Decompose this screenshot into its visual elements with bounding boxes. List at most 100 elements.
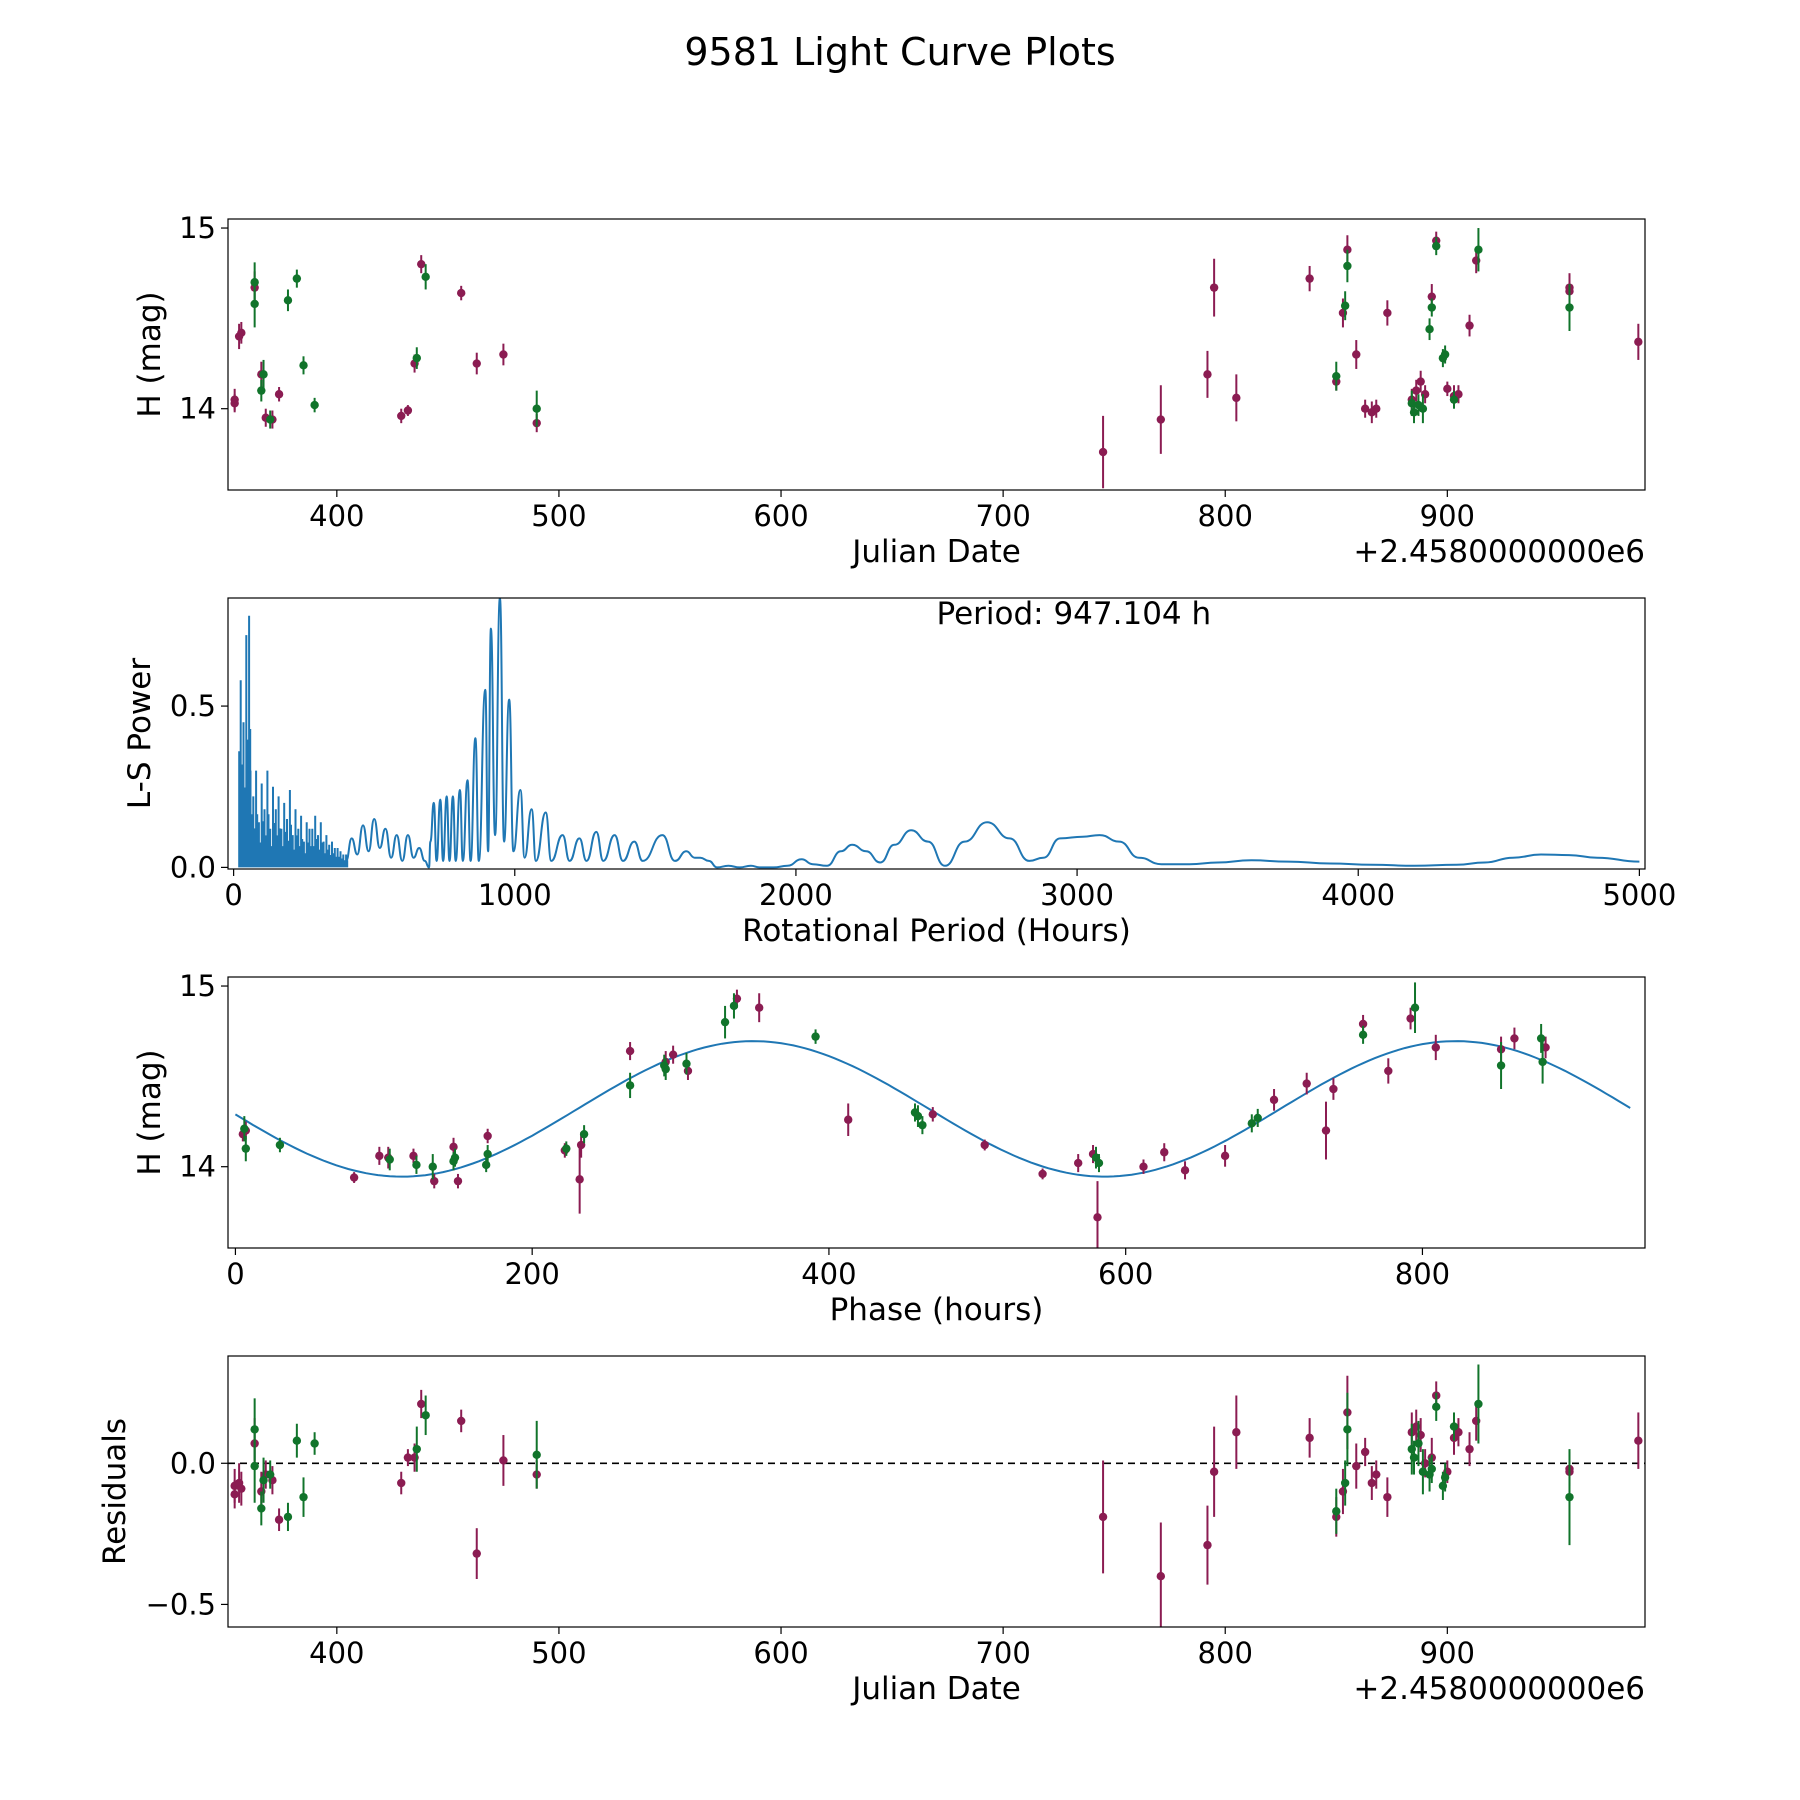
- data-marker: [1220, 1151, 1230, 1161]
- data-point: [1454, 1418, 1463, 1447]
- data-point: [397, 1471, 406, 1495]
- data-marker: [1302, 1079, 1311, 1088]
- data-marker: [1431, 1043, 1440, 1052]
- periodogram-plot-area: [238, 598, 1640, 869]
- data-marker: [1406, 1014, 1415, 1023]
- data-point: [257, 1491, 266, 1526]
- data-point: [1427, 1454, 1436, 1484]
- data-marker: [918, 1120, 927, 1130]
- x-tick-label: 700: [975, 499, 1030, 533]
- data-marker: [1203, 1540, 1212, 1550]
- y-tick-label: −0.5: [146, 1587, 216, 1621]
- data-point: [237, 321, 246, 344]
- data-marker: [265, 1470, 275, 1479]
- x-tick-label: 600: [753, 499, 808, 533]
- data-marker: [403, 406, 413, 415]
- data-point: [1449, 1412, 1459, 1441]
- data-marker: [412, 353, 421, 363]
- data-marker: [1440, 350, 1450, 359]
- data-marker: [1232, 1428, 1241, 1437]
- data-point: [1093, 1181, 1102, 1248]
- data-point: [575, 1145, 584, 1214]
- data-point: [1384, 1058, 1393, 1084]
- periodogram-axes-frame: [227, 597, 1646, 870]
- data-marker: [625, 1081, 635, 1090]
- data-point: [844, 1103, 853, 1136]
- x-tick-label: 800: [1198, 499, 1253, 533]
- data-marker: [682, 1059, 691, 1068]
- data-point: [928, 1107, 937, 1122]
- data-marker: [472, 1549, 481, 1558]
- data-marker: [1409, 1453, 1419, 1462]
- data-point: [274, 387, 284, 402]
- data-point: [1329, 1078, 1338, 1100]
- data-point: [1565, 284, 1574, 332]
- data-point: [1634, 323, 1643, 360]
- data-marker: [1536, 1034, 1546, 1043]
- data-marker: [1384, 1066, 1393, 1076]
- data-point: [1372, 1460, 1381, 1489]
- data-point: [1496, 1042, 1506, 1090]
- data-point: [310, 397, 319, 413]
- x-tick-label: 800: [1395, 1257, 1450, 1291]
- data-marker: [1440, 1473, 1450, 1482]
- data-point: [720, 1005, 730, 1039]
- x-tick-label: 3000: [1040, 878, 1114, 912]
- y-axis-label: H (mag): [132, 1049, 168, 1175]
- data-point: [1343, 1392, 1352, 1467]
- x-axis-label: Julian Date: [850, 534, 1021, 570]
- data-marker: [259, 1476, 268, 1485]
- data-point: [1418, 394, 1428, 424]
- data-marker: [1269, 1095, 1279, 1105]
- data-marker: [349, 1173, 359, 1182]
- x-offset-text: +2.4580000000e6: [1353, 1671, 1645, 1707]
- data-marker: [1321, 1126, 1331, 1135]
- data-marker: [299, 1492, 308, 1502]
- data-point: [412, 347, 421, 369]
- lightcurve-axes-frame: [227, 218, 1646, 491]
- data-marker: [1247, 1119, 1257, 1128]
- data-marker: [1510, 1034, 1519, 1043]
- data-point: [472, 1528, 481, 1580]
- data-marker: [1332, 371, 1341, 381]
- data-point: [729, 993, 739, 1019]
- x-tick-label: 2000: [759, 878, 833, 912]
- data-marker: [844, 1115, 853, 1124]
- data-marker: [1340, 301, 1350, 310]
- data-marker: [412, 1160, 421, 1170]
- data-point: [625, 1042, 635, 1061]
- data-point: [1440, 1463, 1450, 1492]
- y-tick-label: 15: [179, 211, 216, 245]
- data-point: [1383, 300, 1392, 326]
- data-marker: [1432, 241, 1441, 251]
- data-marker: [1454, 1428, 1463, 1437]
- data-point: [275, 1137, 285, 1153]
- data-point: [292, 1423, 302, 1458]
- data-marker: [257, 1504, 266, 1513]
- data-marker: [1329, 1084, 1338, 1094]
- data-marker: [928, 1110, 937, 1119]
- data-marker: [457, 288, 466, 298]
- data-point: [532, 1420, 541, 1489]
- data-point: [450, 1148, 460, 1167]
- data-marker: [1367, 1478, 1377, 1488]
- periodogram-short-period-spikes: [238, 615, 349, 868]
- y-tick-label: 14: [179, 1150, 216, 1184]
- data-marker: [579, 1129, 589, 1139]
- data-point: [1634, 1412, 1643, 1469]
- y-axis-label: H (mag): [132, 291, 168, 417]
- data-marker: [532, 1450, 541, 1460]
- data-marker: [1209, 1467, 1219, 1476]
- data-marker: [668, 1050, 678, 1059]
- data-point: [1414, 1420, 1423, 1467]
- light-curve-panel: 400 500 600 700 800 900 14 15 Julian Date H (mag)…: [132, 211, 1646, 570]
- data-marker: [481, 1160, 491, 1170]
- data-point: [1465, 314, 1474, 337]
- data-marker: [661, 1064, 670, 1074]
- y-axis-label: Residuals: [97, 1418, 133, 1565]
- data-point: [453, 1173, 463, 1189]
- data-point: [385, 1148, 394, 1171]
- data-marker: [1093, 1213, 1102, 1222]
- data-point: [1340, 1460, 1350, 1506]
- y-tick-label: 15: [179, 969, 216, 1003]
